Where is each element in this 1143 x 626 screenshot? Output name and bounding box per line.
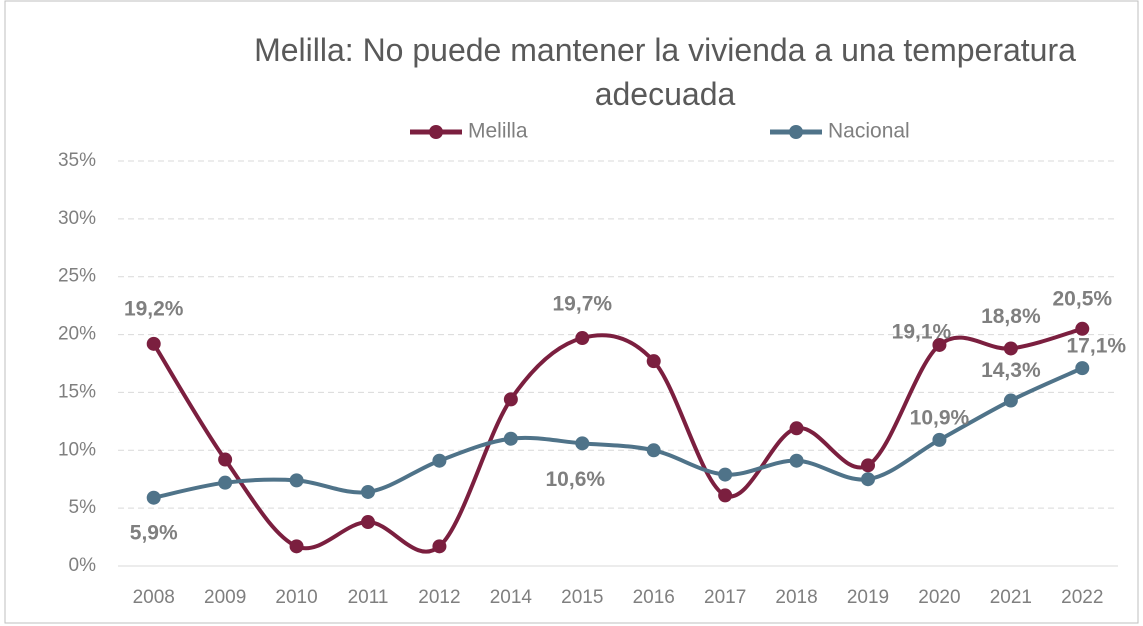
data-point bbox=[1003, 393, 1018, 408]
data-point bbox=[932, 432, 947, 447]
legend-marker bbox=[789, 125, 803, 139]
chart-border bbox=[4, 0, 1139, 624]
data-label: 19,7% bbox=[553, 293, 613, 316]
data-point bbox=[146, 336, 161, 351]
data-point bbox=[718, 467, 733, 482]
data-point bbox=[789, 421, 804, 436]
x-tick-label: 2022 bbox=[1061, 587, 1103, 608]
data-label: 10,6% bbox=[546, 468, 606, 491]
legend-label: Nacional bbox=[828, 120, 910, 143]
x-tick-label: 2020 bbox=[918, 587, 960, 608]
data-point bbox=[1075, 321, 1090, 336]
x-tick-label: 2021 bbox=[990, 587, 1032, 608]
data-point bbox=[861, 458, 875, 473]
x-tick-label: 2014 bbox=[490, 587, 533, 608]
data-label: 5,9% bbox=[130, 521, 178, 544]
data-label: 14,3% bbox=[981, 359, 1041, 382]
x-tick-label: 2018 bbox=[775, 587, 817, 608]
data-point bbox=[575, 331, 590, 346]
data-point bbox=[289, 473, 304, 488]
data-point bbox=[289, 539, 304, 554]
data-point bbox=[718, 488, 733, 503]
data-point bbox=[861, 472, 875, 487]
data-point bbox=[361, 515, 375, 530]
legend-marker bbox=[429, 125, 443, 139]
data-label: 17,1% bbox=[1067, 335, 1127, 358]
x-tick-label: 2010 bbox=[275, 587, 317, 608]
data-point bbox=[646, 354, 661, 369]
data-point bbox=[361, 484, 375, 499]
data-point bbox=[575, 436, 590, 451]
y-tick-label: 0% bbox=[69, 555, 97, 576]
chart-title: Melilla: No puede mantener la vivienda a… bbox=[254, 32, 1076, 112]
y-tick-label: 25% bbox=[58, 266, 96, 287]
y-tick-label: 5% bbox=[69, 497, 97, 518]
data-label: 19,1% bbox=[892, 321, 952, 344]
x-tick-label: 2009 bbox=[204, 587, 246, 608]
data-point bbox=[503, 431, 518, 446]
x-tick-label: 2017 bbox=[704, 587, 746, 608]
y-tick-label: 10% bbox=[58, 439, 96, 460]
data-point bbox=[432, 453, 447, 468]
data-point bbox=[218, 452, 233, 467]
y-tick-label: 30% bbox=[58, 208, 96, 229]
data-point bbox=[1003, 341, 1018, 356]
x-tick-label: 2016 bbox=[633, 587, 675, 608]
data-point bbox=[218, 475, 233, 490]
data-point bbox=[503, 392, 518, 407]
x-tick-label: 2008 bbox=[133, 587, 175, 608]
x-tick-label: 2011 bbox=[348, 587, 389, 608]
data-point bbox=[146, 490, 161, 505]
data-label: 20,5% bbox=[1053, 287, 1113, 310]
data-point bbox=[1075, 361, 1090, 376]
data-point bbox=[789, 453, 804, 468]
x-tick-label: 2012 bbox=[418, 587, 460, 608]
data-label: 18,8% bbox=[981, 305, 1041, 328]
data-label: 10,9% bbox=[910, 406, 970, 429]
data-label: 19,2% bbox=[124, 297, 184, 320]
legend-label: Melilla bbox=[468, 120, 528, 143]
data-point bbox=[932, 337, 947, 352]
x-tick-label: 2015 bbox=[561, 587, 603, 608]
data-point bbox=[432, 539, 447, 554]
data-point bbox=[646, 443, 661, 458]
y-tick-label: 35% bbox=[58, 150, 96, 171]
y-tick-label: 20% bbox=[58, 324, 96, 345]
x-tick-label: 2019 bbox=[847, 587, 889, 608]
y-tick-label: 15% bbox=[58, 381, 96, 402]
